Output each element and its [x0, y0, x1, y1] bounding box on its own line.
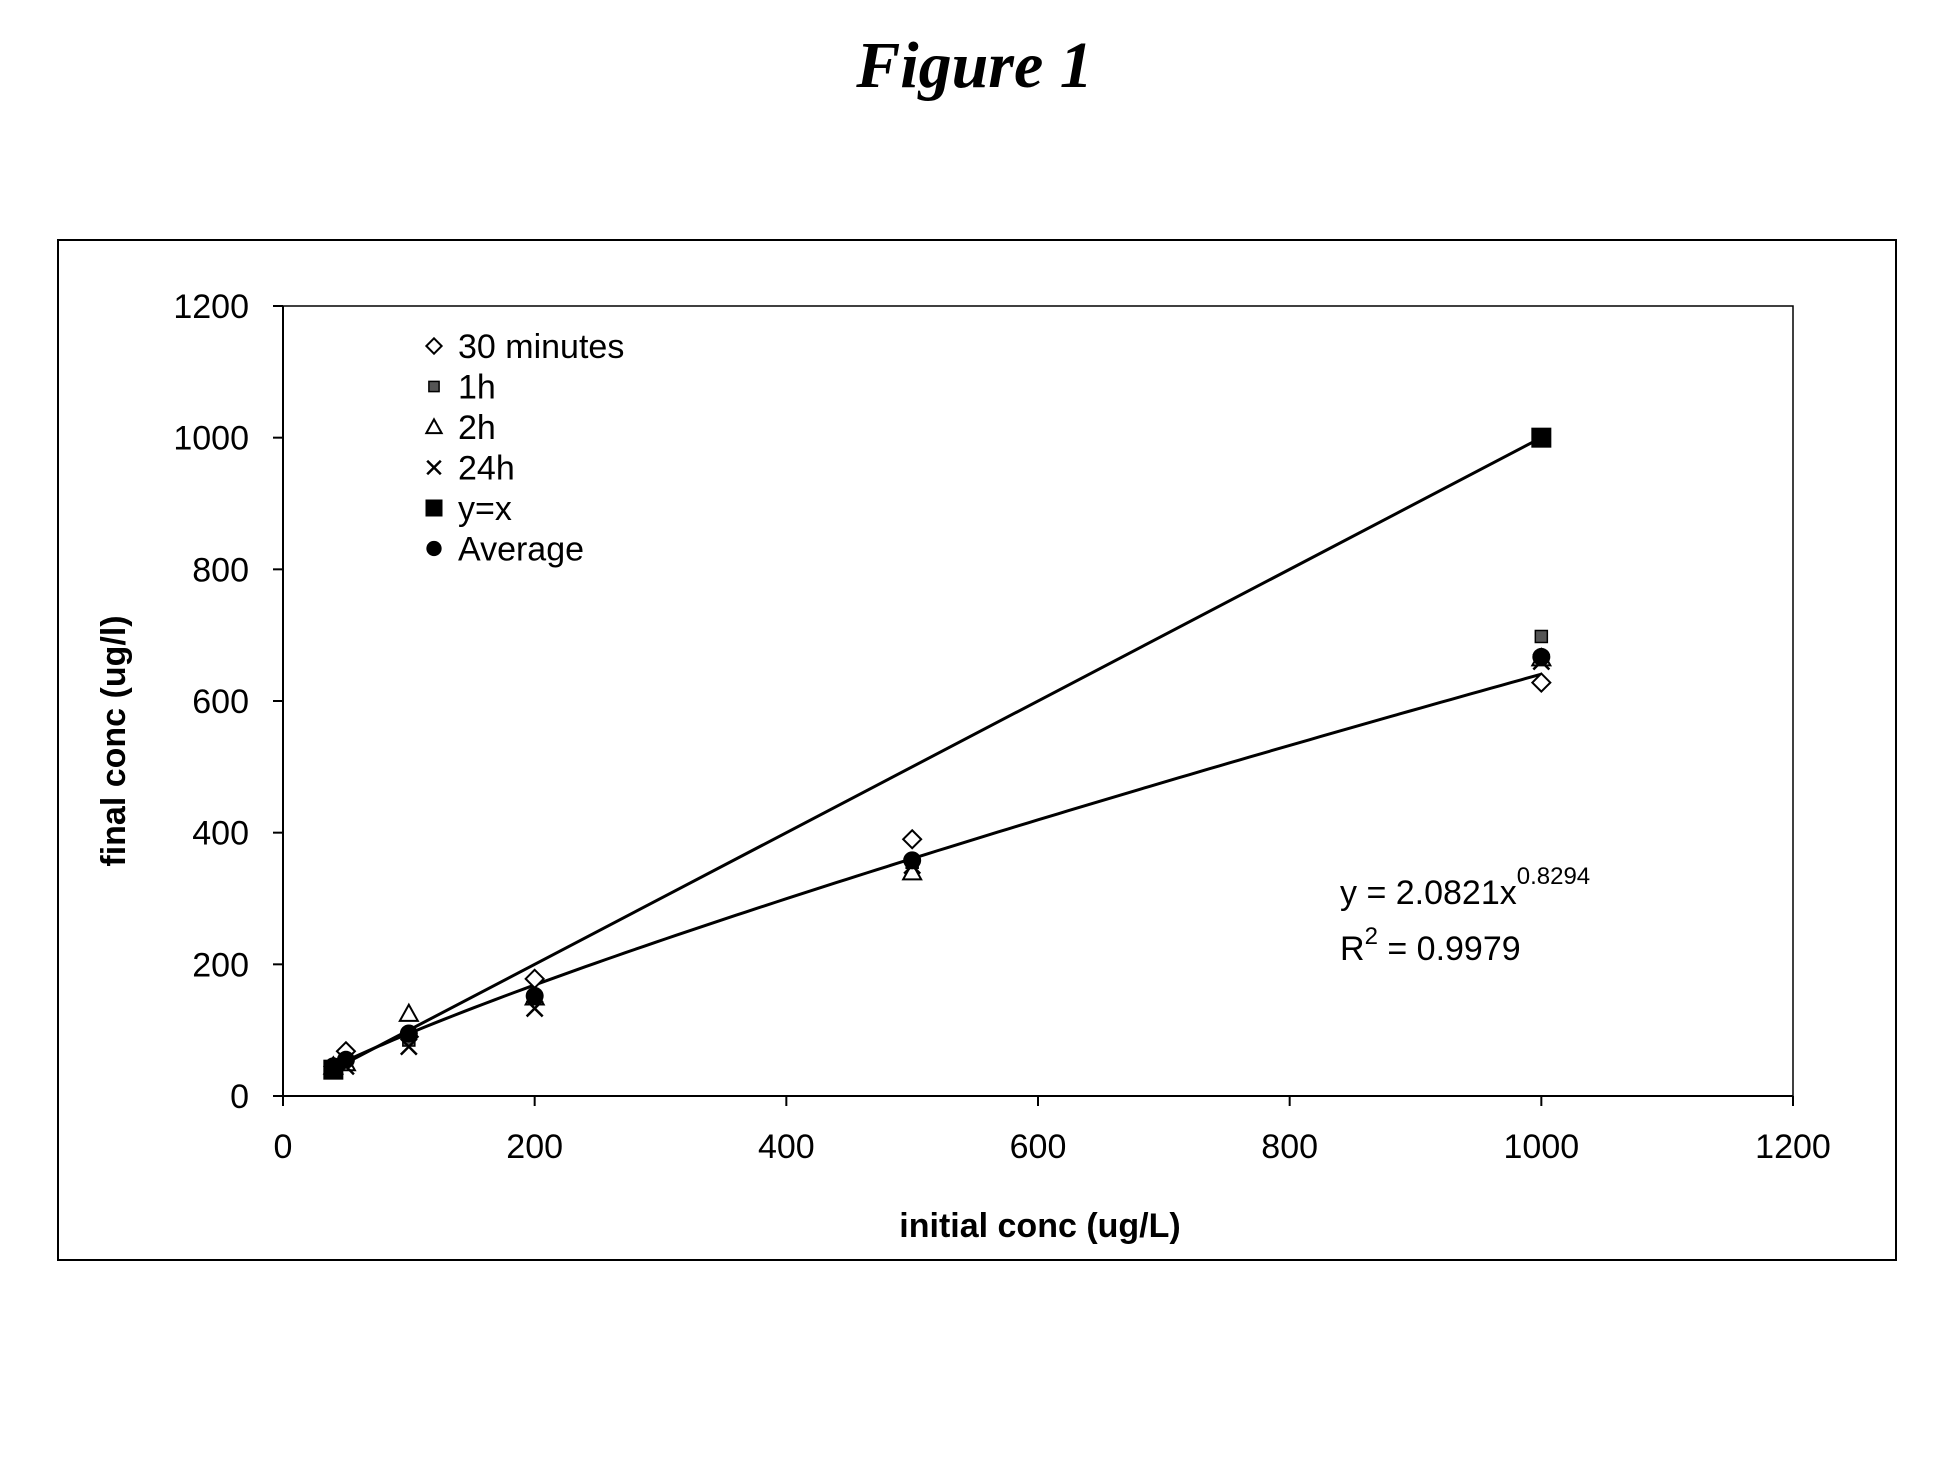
chart-frame	[58, 240, 1896, 1260]
point-30-minutes	[526, 970, 544, 988]
legend-label-24h: 24h	[458, 450, 515, 488]
point-average	[400, 1024, 418, 1042]
equation-base: y = 2.0821x	[1340, 874, 1517, 912]
point-y-x	[1531, 428, 1551, 448]
point-30-minutes	[903, 830, 921, 848]
x-axis-label: initial conc (ug/L)	[899, 1207, 1180, 1245]
r-squared-superscript: 2	[1365, 923, 1378, 950]
legend-marker-24h	[427, 461, 441, 475]
x-tick-label: 600	[1010, 1128, 1067, 1166]
x-tick-label: 400	[758, 1128, 815, 1166]
trendline-equation-text: y = 2.0821x0.8294	[1340, 863, 1590, 912]
legend-label-average: Average	[458, 531, 584, 569]
r-squared-text: R2 = 0.9979	[1340, 923, 1521, 968]
y-tick-label: 0	[230, 1078, 249, 1116]
legend-marker-1h	[429, 381, 439, 391]
y-axis-label: final conc (ug/l)	[95, 615, 133, 866]
y-tick-label: 800	[192, 551, 249, 589]
legend-marker-30-minutes	[426, 338, 441, 353]
equation-exponent: 0.8294	[1517, 863, 1590, 890]
y-tick-label: 200	[192, 946, 249, 984]
legend-marker-y-x	[426, 500, 443, 517]
point-average	[526, 987, 544, 1005]
y-tick-label: 600	[192, 683, 249, 721]
r-squared-prefix: R	[1340, 930, 1365, 968]
x-tick-label: 1000	[1504, 1128, 1580, 1166]
legend-label-2h: 2h	[458, 409, 496, 447]
legend-label-30-minutes: 30 minutes	[458, 328, 624, 366]
legend-marker-average	[426, 541, 441, 556]
axes: 0 200 400 600 800 1000 1200 0 200 400 600 800 1000 12…	[95, 288, 1831, 1245]
y-tick-label: 400	[192, 815, 249, 853]
y-tick-label: 1200	[173, 288, 249, 326]
legend-label-y-x: y=x	[458, 490, 512, 528]
legend: 30 minutes1h2h24hy=xAverage	[426, 328, 625, 569]
x-tick-label: 0	[274, 1128, 293, 1166]
x-tick-label: 1200	[1755, 1128, 1831, 1166]
point-1h	[1535, 630, 1547, 642]
legend-label-1h: 1h	[458, 369, 496, 407]
power-trendline	[333, 674, 1541, 1067]
x-tick-label: 200	[506, 1128, 563, 1166]
point-average	[1532, 648, 1550, 666]
point-average	[337, 1051, 355, 1069]
y-tick-label: 1000	[173, 420, 249, 458]
point-average	[903, 851, 921, 869]
x-tick-label: 800	[1261, 1128, 1318, 1166]
legend-marker-2h	[426, 419, 441, 433]
trendline-equation: y = 2.0821x0.8294 R2 = 0.9979	[1340, 863, 1590, 968]
r-squared-value: = 0.9979	[1378, 930, 1521, 968]
point-2h	[400, 1005, 418, 1021]
